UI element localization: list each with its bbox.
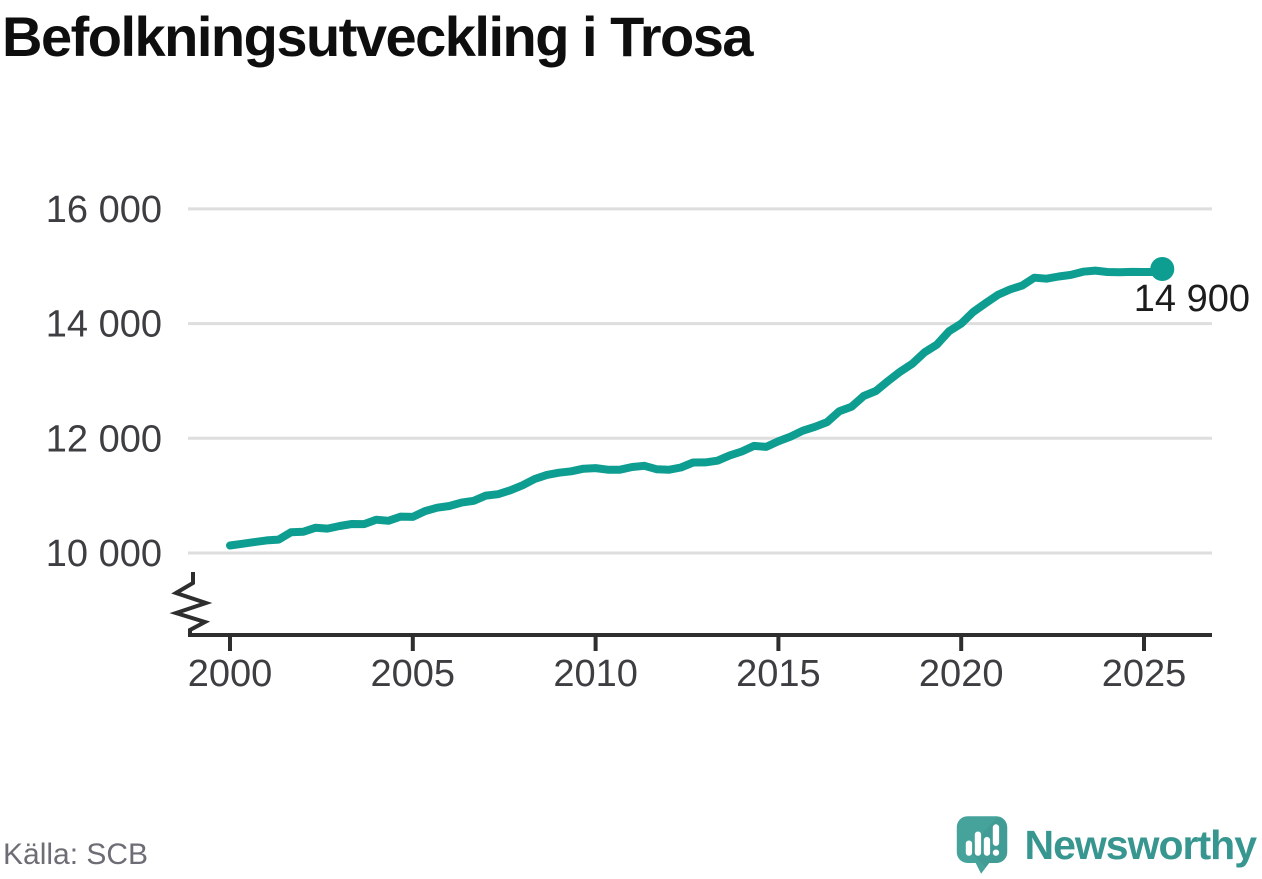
bar-tall: [974, 831, 981, 856]
axis-break-icon: [169, 572, 213, 634]
line-chart-plot: 10 000 12 000 14 000 16 000 2000 2005 2010 2015…: [46, 189, 1250, 695]
x-tick-label: 2005: [371, 653, 456, 695]
source-label: Källa: SCB: [3, 838, 149, 871]
x-tick-label: 2020: [919, 653, 1004, 695]
end-point-dot: [1150, 256, 1175, 281]
x-tick-label: 2025: [1102, 653, 1187, 695]
exclamation-dot: [992, 849, 999, 856]
y-tick-label: 16 000: [46, 189, 162, 231]
chart-title: Befolkningsutveckling i Trosa: [2, 5, 754, 68]
y-tick-label: 10 000: [46, 533, 162, 575]
end-value-label: 14 900: [1134, 278, 1250, 320]
x-tick-label: 2010: [553, 653, 638, 695]
x-tick-label: 2015: [736, 653, 821, 695]
y-tick-label: 14 000: [46, 304, 162, 346]
exclamation-stem: [992, 824, 999, 846]
y-tick-label: 12 000: [46, 418, 162, 460]
bar-mid: [983, 836, 990, 856]
x-tick-label: 2000: [188, 653, 273, 695]
newsworthy-logo-icon: [956, 816, 1007, 874]
population-line: [226, 266, 1167, 550]
newsworthy-logo: Newsworthy: [955, 814, 1257, 876]
bar-short: [965, 840, 972, 856]
newsworthy-wordmark: Newsworthy: [1024, 821, 1257, 868]
